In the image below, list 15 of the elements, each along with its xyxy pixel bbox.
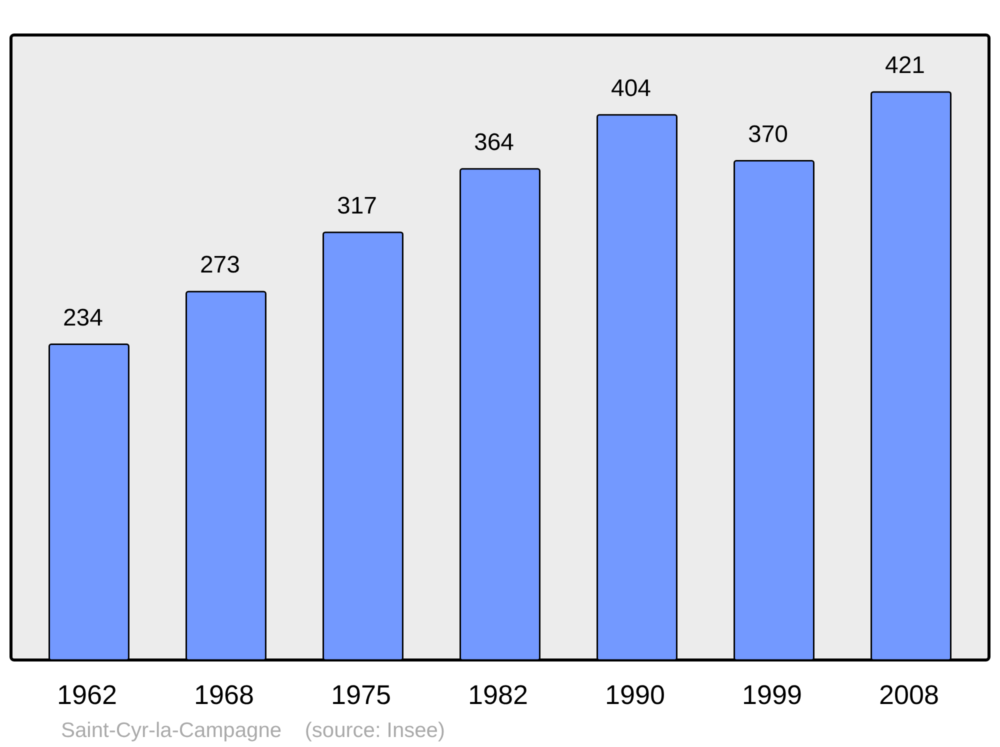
- x-tick-label: 1982: [468, 680, 528, 710]
- x-tick-label: 1968: [194, 680, 254, 710]
- x-tick-label: 1990: [604, 680, 666, 710]
- x-tick-label: 1999: [742, 680, 802, 710]
- data-label: 317: [336, 192, 378, 220]
- data-label: 421: [884, 52, 926, 79]
- data-label: 370: [748, 120, 788, 148]
- data-label: 404: [610, 74, 652, 102]
- data-label: 273: [200, 252, 240, 279]
- x-tick-label: 2008: [878, 680, 940, 710]
- data-label: 364: [474, 128, 514, 156]
- x-tick-label: 1962: [56, 680, 118, 710]
- x-tick-label: 1975: [330, 680, 392, 710]
- text: Saint-Cyr-la-Campagne (source: Insee): [61, 719, 445, 742]
- data-label: 234: [62, 304, 104, 332]
